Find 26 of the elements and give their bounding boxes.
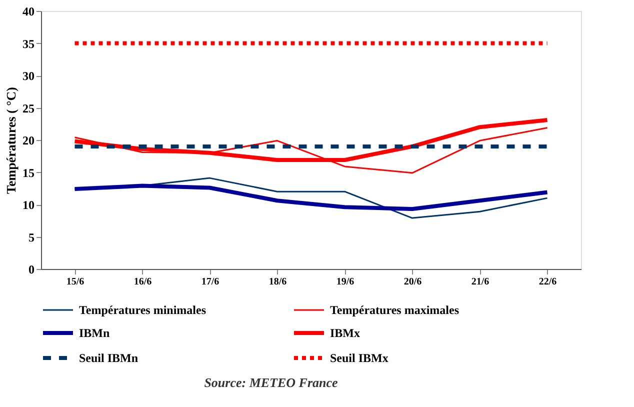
y-tick-label: 5 bbox=[28, 230, 34, 244]
x-tick-label: 16/6 bbox=[134, 276, 152, 288]
y-tick-label: 35 bbox=[22, 36, 34, 51]
x-tick-label: 15/6 bbox=[66, 276, 84, 288]
x-tick-label: 19/6 bbox=[336, 276, 354, 288]
x-tick-label: 18/6 bbox=[268, 276, 287, 288]
legend-label: Températures minimales bbox=[79, 303, 206, 317]
x-tick-label: 22/6 bbox=[538, 276, 557, 288]
legend-label: Seuil IBMn bbox=[79, 351, 138, 365]
y-tick-label: 0 bbox=[28, 262, 34, 276]
line-series bbox=[72, 184, 550, 212]
y-tick-label: 30 bbox=[22, 69, 34, 83]
legend-label: Seuil IBMx bbox=[330, 351, 388, 365]
y-tick-label: 25 bbox=[22, 101, 34, 116]
y-axis-title: Températures ( °C) bbox=[4, 86, 18, 194]
y-tick-label: 40 bbox=[22, 4, 34, 18]
legend-label: IBMx bbox=[330, 326, 360, 340]
source-note: Source: METEO France bbox=[204, 375, 338, 390]
y-tick-label: 20 bbox=[22, 134, 34, 148]
y-tick-label: 15 bbox=[22, 166, 34, 180]
legend-label: IBMn bbox=[79, 326, 110, 340]
legend-label: Températures maximales bbox=[330, 303, 460, 317]
x-tick-label: 20/6 bbox=[404, 276, 422, 288]
y-tick-label: 10 bbox=[22, 198, 34, 212]
x-tick-label: 21/6 bbox=[471, 276, 490, 288]
x-tick-label: 17/6 bbox=[201, 276, 220, 288]
